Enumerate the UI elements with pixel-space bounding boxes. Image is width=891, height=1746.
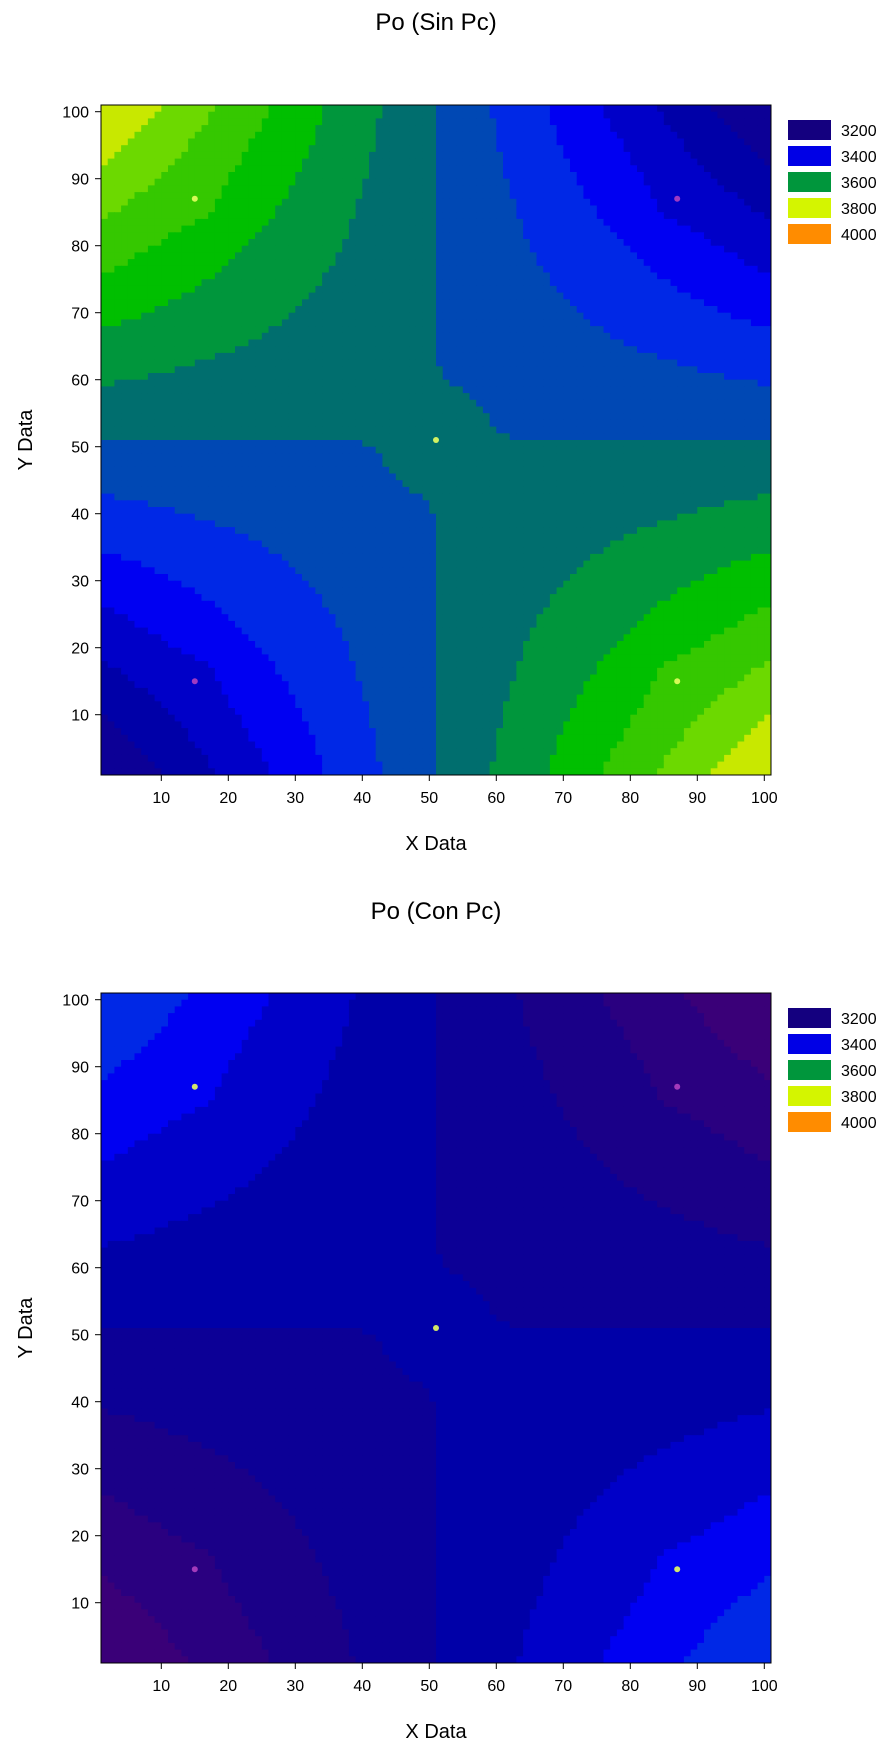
- legend-label: 3800: [841, 201, 877, 218]
- y-axis-label: Y Data: [15, 409, 37, 471]
- chart-po-sin-pc: Po (Sin Pc) 10 20 30 40 50 60 70 80 90 100 10 20 30 40…: [15, 9, 877, 855]
- y-tick-label: 100: [62, 993, 89, 1010]
- chart-title: Po (Sin Pc): [375, 9, 496, 36]
- y-tick-label: 50: [71, 1328, 89, 1345]
- x-tick-label: 20: [219, 790, 237, 807]
- legend-label: 3200: [841, 1011, 877, 1028]
- feature-marker-peak: [191, 195, 198, 202]
- legend: 3200 3400 3600 3800 4000: [788, 1008, 877, 1132]
- y-tick-label: 30: [71, 574, 89, 591]
- y-tick-label: 80: [71, 1127, 89, 1144]
- legend-label: 4000: [841, 227, 877, 244]
- legend-swatch: [788, 1034, 831, 1054]
- x-tick-label: 30: [286, 1678, 304, 1695]
- y-tick-label: 80: [71, 239, 89, 256]
- y-tick-label: 60: [71, 1261, 89, 1278]
- x-tick-label: 30: [286, 790, 304, 807]
- x-tick-label: 60: [487, 1678, 505, 1695]
- contour-plot-area: [101, 105, 771, 775]
- y-tick-label: 70: [71, 306, 89, 323]
- x-tick-label: 80: [621, 790, 639, 807]
- legend-label: 3400: [841, 149, 877, 166]
- y-tick-label: 60: [71, 373, 89, 390]
- legend: 3200 3400 3600 3800 4000: [788, 120, 877, 244]
- feature-marker-trough: [191, 678, 198, 685]
- y-tick-label: 20: [71, 641, 89, 658]
- y-tick-label: 40: [71, 507, 89, 524]
- x-tick-label: 70: [554, 790, 572, 807]
- chart-title: Po (Con Pc): [371, 898, 502, 925]
- x-axis-label: X Data: [405, 1721, 467, 1743]
- feature-marker-peak: [674, 1566, 681, 1573]
- x-axis-label: X Data: [405, 833, 467, 855]
- x-tick-label: 100: [751, 790, 778, 807]
- y-tick-label: 90: [71, 172, 89, 189]
- feature-marker-local-bump: [433, 1325, 439, 1331]
- x-tick-label: 70: [554, 1678, 572, 1695]
- legend-label: 3800: [841, 1089, 877, 1106]
- y-tick-label: 70: [71, 1194, 89, 1211]
- legend-swatch: [788, 146, 831, 166]
- legend-label: 3600: [841, 1063, 877, 1080]
- legend-swatch: [788, 172, 831, 192]
- y-tick-label: 10: [71, 708, 89, 725]
- legend-swatch: [788, 224, 831, 244]
- x-tick-label: 80: [621, 1678, 639, 1695]
- x-tick-label: 50: [420, 790, 438, 807]
- legend-label: 3200: [841, 123, 877, 140]
- y-tick-label: 100: [62, 105, 89, 122]
- y-tick-label: 40: [71, 1395, 89, 1412]
- x-tick-label: 90: [688, 790, 706, 807]
- legend-swatch: [788, 1008, 831, 1028]
- x-tick-label: 50: [420, 1678, 438, 1695]
- x-tick-label: 100: [751, 1678, 778, 1695]
- feature-marker-trough: [191, 1566, 198, 1573]
- legend-swatch: [788, 120, 831, 140]
- feature-marker-peak: [191, 1083, 198, 1090]
- legend-label: 3600: [841, 175, 877, 192]
- chart-po-con-pc: Po (Con Pc) 10 20 30 40 50 60 70 80 90 100 10 20 30 40…: [15, 898, 877, 1743]
- y-tick-label: 50: [71, 440, 89, 457]
- x-tick-label: 40: [353, 1678, 371, 1695]
- x-tick-label: 20: [219, 1678, 237, 1695]
- plot-frame: [100, 104, 772, 776]
- legend-swatch: [788, 1060, 831, 1080]
- legend-swatch: [788, 1112, 831, 1132]
- legend-label: 4000: [841, 1115, 877, 1132]
- feature-marker-trough: [674, 1083, 681, 1090]
- y-tick-label: 10: [71, 1596, 89, 1613]
- x-tick-label: 60: [487, 790, 505, 807]
- y-tick-label: 90: [71, 1060, 89, 1077]
- feature-marker-local-bump: [433, 437, 439, 443]
- contour-plot-area: [101, 993, 771, 1663]
- y-axis-label: Y Data: [15, 1297, 37, 1359]
- x-tick-label: 90: [688, 1678, 706, 1695]
- x-tick-label: 10: [152, 790, 170, 807]
- y-tick-label: 30: [71, 1462, 89, 1479]
- x-tick-label: 10: [152, 1678, 170, 1695]
- feature-marker-trough: [674, 195, 681, 202]
- y-tick-label: 20: [71, 1529, 89, 1546]
- legend-swatch: [788, 1086, 831, 1106]
- x-tick-label: 40: [353, 790, 371, 807]
- plot-frame: [100, 992, 772, 1664]
- feature-marker-peak: [674, 678, 681, 685]
- legend-swatch: [788, 198, 831, 218]
- legend-label: 3400: [841, 1037, 877, 1054]
